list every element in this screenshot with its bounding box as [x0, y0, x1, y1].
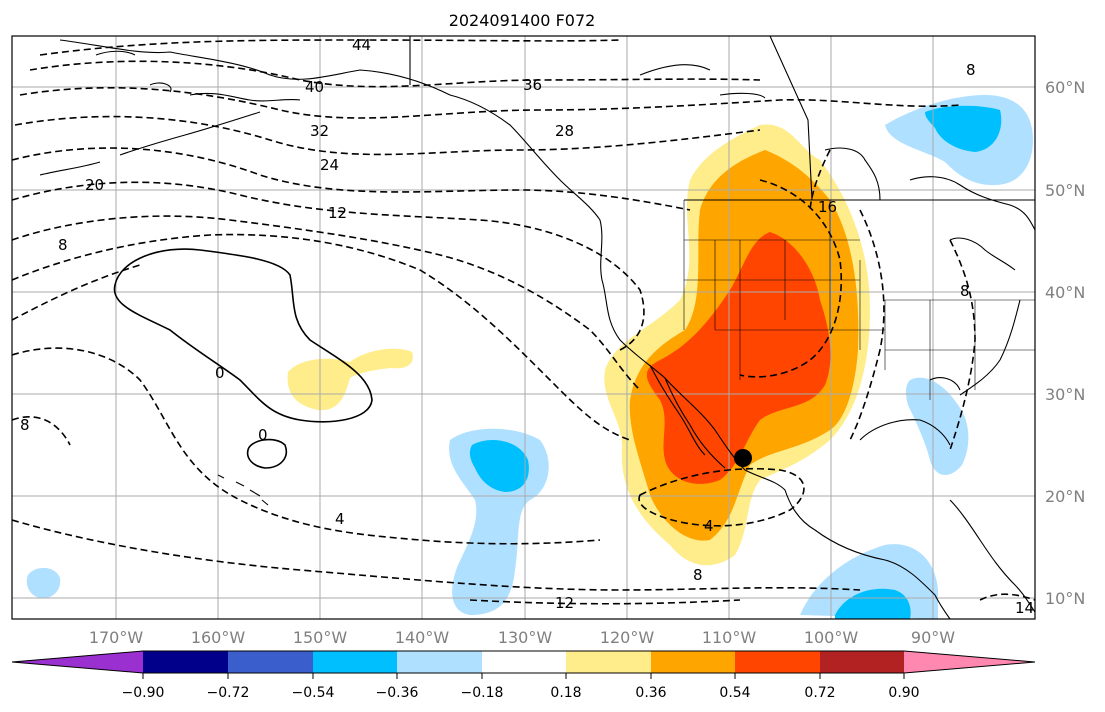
contour-label: 4: [335, 510, 345, 528]
colorbar-segment: [12, 651, 143, 673]
colorbar-tick-label: 0.18: [550, 685, 581, 701]
contour-label: 44: [352, 36, 371, 54]
contour-label: 4: [704, 517, 714, 535]
colorbar-segment: [397, 651, 482, 673]
lat-tick-label: 50°N: [1045, 181, 1085, 200]
lon-tick-label: 110°W: [702, 628, 757, 647]
lat-tick-label: 30°N: [1045, 385, 1085, 404]
negative-region-gulf: [905, 377, 969, 476]
colorbar-segment: [566, 651, 651, 673]
location-marker: [734, 449, 752, 467]
graticule: [12, 36, 1035, 619]
contour-label: 40: [305, 78, 324, 96]
lon-tick-label: 100°W: [804, 628, 859, 647]
contour-label: 8: [960, 282, 970, 300]
lat-tick-label: 20°N: [1045, 487, 1085, 506]
contour-label: 16: [818, 198, 837, 216]
colorbar-segment: [820, 651, 904, 673]
positive-region-red: [646, 232, 831, 484]
negative-region-pacific-a-core: [469, 440, 529, 492]
colorbar-segment: [143, 651, 228, 673]
contour-lines: [11, 39, 1036, 605]
contour-label: 20: [85, 176, 104, 194]
negative-region-eastern-pacific-core: [835, 588, 911, 619]
lat-tick-label: 10°N: [1045, 589, 1085, 608]
contour-label: 12: [555, 594, 574, 612]
contour-label: 14: [1015, 599, 1034, 617]
coastlines: [39, 35, 1036, 620]
negative-region-small: [26, 567, 61, 599]
contour-label: 8: [58, 236, 68, 254]
colorbar-segment: [313, 651, 397, 673]
colorbar-segment: [482, 651, 566, 673]
contour-label: 0: [215, 364, 225, 382]
colorbar-tick-label: −0.72: [207, 685, 250, 701]
negative-region-canada-core: [925, 105, 1002, 152]
colorbar-tick-label: 0.90: [888, 685, 919, 701]
contour-label: 36: [523, 76, 542, 94]
lon-tick-label: 130°W: [498, 628, 553, 647]
contour-label: 8: [20, 416, 30, 434]
longitude-labels: 170°W 160°W 150°W 140°W 130°W 120°W 110°…: [89, 628, 955, 647]
colorbar-tick-label: −0.54: [292, 685, 335, 701]
latitude-labels: 60°N 50°N 40°N 30°N 20°N 10°N: [1045, 78, 1085, 608]
colorbar-tick-label: −0.36: [376, 685, 419, 701]
lon-tick-label: 160°W: [191, 628, 246, 647]
contour-label: 12: [328, 204, 347, 222]
colorbar-tick-label: 0.72: [804, 685, 835, 701]
colorbar: −0.90 −0.72 −0.54 −0.36 −0.18 0.18 0.36 …: [11, 650, 1036, 701]
colorbar-segment: [228, 651, 313, 673]
contour-label: 8: [693, 566, 703, 584]
colorbar-tick-label: −0.90: [122, 685, 165, 701]
colorbar-tick-label: −0.18: [461, 685, 504, 701]
map-title: 2024091400 F072: [449, 11, 596, 30]
colorbar-segment: [651, 651, 735, 673]
lon-tick-label: 90°W: [911, 628, 955, 647]
contour-label: 8: [966, 61, 976, 79]
positive-region-pacific: [287, 348, 413, 411]
lon-tick-label: 140°W: [395, 628, 450, 647]
contour-label: 28: [555, 122, 574, 140]
contour-labels: 44 40 36 32 28 24 20 16 12 8 8 8 8 0 0 4…: [20, 36, 1034, 617]
anomaly-fills: [26, 95, 1033, 619]
map-frame: [11, 35, 1036, 620]
contour-label: 32: [310, 122, 329, 140]
lon-tick-label: 150°W: [293, 628, 348, 647]
colorbar-tick-label: 0.54: [719, 685, 750, 701]
contour-label: 0: [258, 426, 268, 444]
lat-tick-label: 60°N: [1045, 78, 1085, 97]
lon-tick-label: 120°W: [600, 628, 655, 647]
colorbar-segment: [904, 651, 1035, 673]
lat-tick-label: 40°N: [1045, 283, 1085, 302]
state-borders: [683, 200, 1035, 400]
colorbar-tick-label: 0.36: [635, 685, 666, 701]
colorbar-segment: [735, 651, 820, 673]
lon-tick-label: 170°W: [89, 628, 144, 647]
contour-label: 24: [320, 156, 339, 174]
